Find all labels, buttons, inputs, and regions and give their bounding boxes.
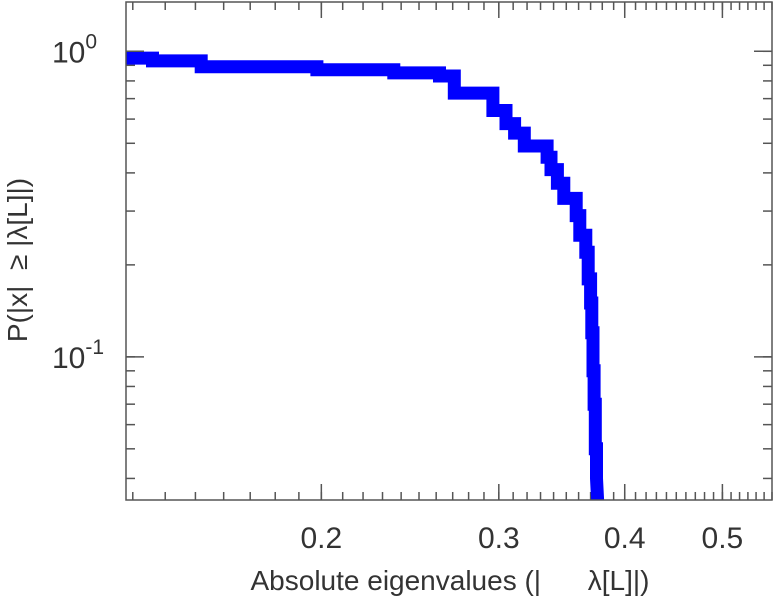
x-tick-label: 0.4 [604, 522, 646, 555]
x-tick-label: 0.2 [300, 522, 342, 555]
y-axis-label: P(|x| ≥ |λ[L]|) [2, 178, 33, 342]
x-axis-ticks: 0.2 0.3 0.4 0.5 [300, 2, 743, 555]
y-tick-label: 100 [52, 30, 97, 69]
series-line [126, 51, 605, 501]
x-axis-label: Absolute eigenvalues (| λ[L]|) [251, 565, 650, 596]
y-axis-ticks: 100 10-1 [52, 30, 772, 375]
x-tick-label: 0.5 [702, 522, 744, 555]
x-tick-label: 0.3 [478, 522, 520, 555]
y-tick-label: 10-1 [52, 336, 104, 375]
plot-frame [125, 1, 773, 501]
